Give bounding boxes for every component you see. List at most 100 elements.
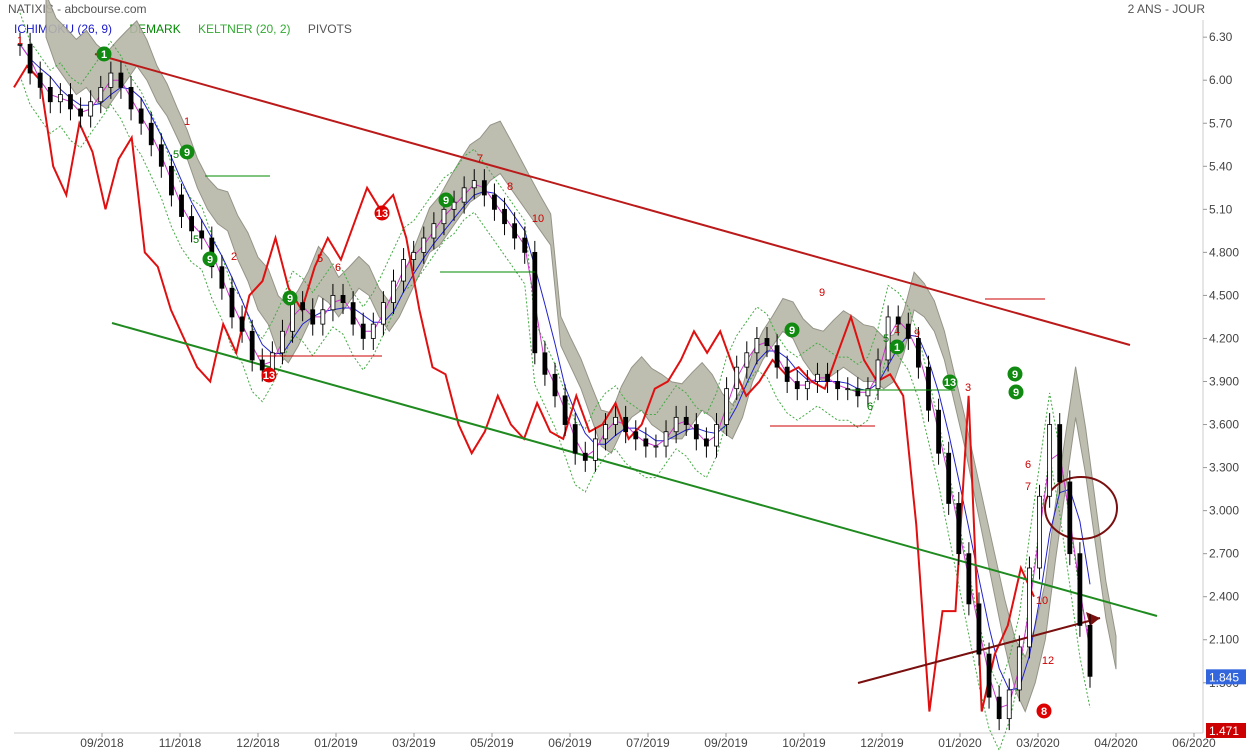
- candle-body: [905, 323, 911, 339]
- ichimoku-kijun: [19, 44, 1091, 691]
- demark-badge: [1036, 703, 1052, 719]
- candle-body: [683, 416, 689, 425]
- demark-count: 6: [1025, 459, 1031, 471]
- candle-body: [714, 424, 719, 447]
- demark-count: 2: [231, 251, 237, 263]
- last-price-tag-label: 1.845: [1209, 670, 1239, 684]
- grid-layer: [14, 20, 1204, 734]
- y-tick-label: 5.70: [1209, 116, 1233, 130]
- candle-body: [37, 72, 43, 88]
- candle-body: [592, 438, 598, 461]
- x-tick-label: 06/2020: [1172, 736, 1216, 750]
- candle-body: [774, 345, 780, 368]
- candle-body: [754, 338, 760, 354]
- indicator-keltner[interactable]: KELTNER (20, 2): [198, 22, 291, 36]
- y-tick-label: 6.30: [1209, 30, 1233, 44]
- y-tick-label: 3.900: [1209, 375, 1239, 389]
- candle-body: [391, 280, 396, 303]
- candle-body: [986, 653, 992, 698]
- demark-count: 1: [184, 116, 190, 128]
- candle-body: [653, 445, 659, 448]
- candle-body: [794, 381, 800, 390]
- candle-body: [98, 86, 104, 103]
- candle-body: [825, 373, 830, 382]
- demark-count: 10: [1036, 595, 1048, 607]
- candle-body: [502, 208, 507, 225]
- candle-body: [27, 43, 33, 74]
- indicator-pivots[interactable]: PIVOTS: [307, 22, 352, 36]
- x-tick-label: 01/2019: [314, 736, 358, 750]
- x-tick-label: 12/2018: [236, 736, 280, 750]
- demark-count: 7: [1025, 481, 1031, 493]
- candle-body: [855, 388, 861, 397]
- candle-body: [47, 86, 53, 103]
- candle-body: [582, 452, 588, 461]
- demark-badge-label: 9: [1012, 369, 1018, 381]
- chart-title: NATIXIS - abcbourse.com: [8, 2, 147, 16]
- keltner-upper: [19, 12, 1091, 689]
- demark-badge-label: 9: [287, 293, 293, 305]
- candle-body: [926, 366, 931, 411]
- candle-body: [461, 187, 467, 203]
- candle-body: [280, 330, 285, 354]
- demark-badge: [96, 46, 112, 62]
- demark-badge-label: 9: [207, 254, 213, 266]
- demark-count: 3: [965, 382, 971, 394]
- low-price-tag: [1206, 722, 1246, 738]
- candle-body: [320, 309, 326, 325]
- candle-body: [249, 330, 255, 361]
- trendline-1: [94, 53, 1131, 346]
- candle-body: [915, 338, 921, 368]
- x-tick-label: 09/2018: [80, 736, 124, 750]
- candle-body: [1006, 689, 1012, 720]
- candle-body: [613, 416, 618, 425]
- candle-body: [1027, 567, 1032, 648]
- x-axis: 09/2018 11/2018 12/2018 01/2019 03/2019 05/20…: [80, 733, 1216, 750]
- candle-body: [441, 208, 447, 225]
- candle-body: [693, 424, 699, 440]
- y-tick-label: 2.700: [1209, 547, 1239, 561]
- demark-badge-label: 9: [1013, 387, 1019, 399]
- candle-body: [1087, 624, 1093, 677]
- y-tick-label: 5.10: [1209, 202, 1233, 216]
- candle-body: [229, 287, 235, 318]
- candle-body: [360, 323, 366, 339]
- candle-body: [966, 553, 972, 605]
- demark-badge-label: 1: [894, 342, 900, 354]
- oscillator-line: [13, 64, 1035, 712]
- candle-body: [673, 416, 679, 433]
- candle-body: [451, 201, 457, 210]
- candle-body: [663, 431, 669, 447]
- trendline-2: [111, 322, 1158, 617]
- x-tick-label: 07/2019: [626, 736, 670, 750]
- period-label[interactable]: 2 ANS - JOUR: [1127, 2, 1205, 16]
- candle-body: [815, 373, 820, 382]
- y-tick-label: 6.00: [1209, 73, 1233, 87]
- trendline-arrowhead: [1086, 612, 1100, 626]
- demark-badge: [438, 192, 454, 208]
- x-tick-label: 04/2020: [1094, 736, 1138, 750]
- keltner-lower: [19, 75, 1091, 751]
- candle-body: [1016, 646, 1022, 691]
- demark-badge: [1007, 366, 1023, 382]
- candle-body: [522, 237, 528, 253]
- candle-body: [310, 309, 316, 325]
- candle-body: [350, 302, 356, 325]
- x-tick-label: 05/2019: [470, 736, 514, 750]
- demark-badge-label: 1: [101, 49, 107, 61]
- demark-count: 5: [193, 234, 199, 246]
- candle-body: [57, 94, 63, 103]
- candle-body: [885, 316, 891, 361]
- demark-count: 5: [317, 253, 323, 265]
- demark-count: 7: [477, 153, 483, 165]
- x-tick-label: 10/2019: [782, 736, 826, 750]
- candle-body: [552, 373, 558, 397]
- demark-badge-label: 9: [184, 147, 190, 159]
- candle-body: [340, 295, 346, 303]
- demark-badge-label: 8: [1041, 706, 1047, 718]
- candle-body: [380, 302, 386, 325]
- y-tick-label: 3.600: [1209, 418, 1239, 432]
- demark-badge: [374, 205, 390, 221]
- candle-body: [118, 72, 124, 88]
